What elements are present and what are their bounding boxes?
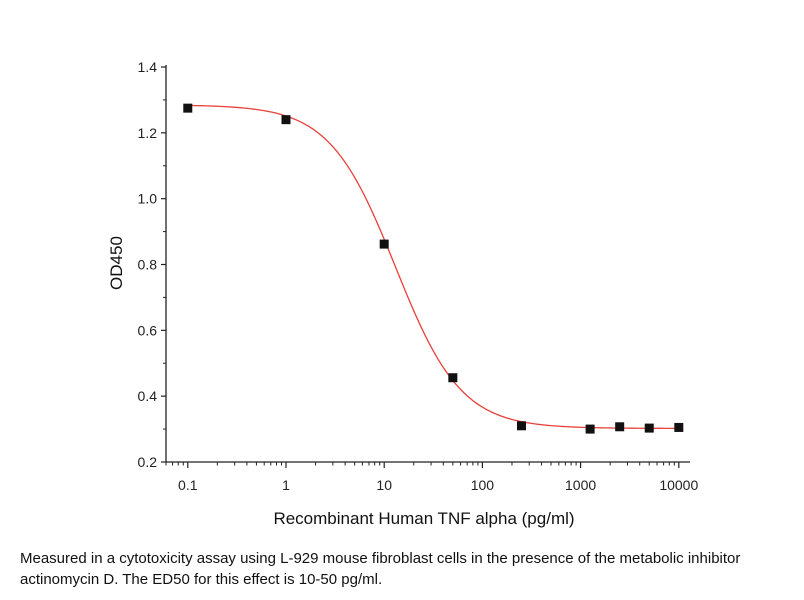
- fit-curve: [187, 104, 679, 430]
- y-tick-label: 1.4: [138, 59, 158, 75]
- data-point: [183, 103, 193, 113]
- y-tick-label: 0.6: [138, 322, 158, 338]
- data-point: [615, 422, 625, 432]
- x-axis-title: Recombinant Human TNF alpha (pg/ml): [273, 509, 574, 528]
- data-point: [281, 115, 291, 125]
- dose-response-chart: 0.20.40.60.81.01.21.40.1 1 10 100 1000 10000 …: [107, 59, 699, 528]
- figure-caption: Measured in a cytotoxicity assay using L…: [20, 550, 741, 588]
- x-tick-label: 0.1: [178, 477, 198, 493]
- x-tick-label: 1000: [565, 477, 596, 493]
- data-point: [644, 423, 654, 433]
- y-tick-label: 1.2: [138, 125, 158, 141]
- fit-curve-group: [187, 104, 679, 430]
- data-point: [674, 422, 684, 432]
- data-points: [183, 103, 684, 434]
- y-tick-label: 1.0: [138, 191, 158, 207]
- data-point: [448, 373, 458, 383]
- data-point: [516, 421, 526, 431]
- axes: 0.2 0.4 0.6 0.8 1.0 1.2 1.4 0.1 1 10 100 1000 10000: [138, 59, 699, 493]
- y-tick-label: 0.4: [138, 388, 158, 404]
- y-tick-label: 0.2: [138, 454, 158, 470]
- x-tick-label: 1: [282, 477, 290, 493]
- x-tick-label: 100: [471, 477, 495, 493]
- data-point: [379, 239, 389, 249]
- y-tick-label: 0.8: [138, 257, 158, 273]
- y-axis-title: OD450: [107, 236, 126, 290]
- data-point: [585, 424, 595, 434]
- x-tick-label: 10: [376, 477, 392, 493]
- x-tick-label: 10000: [659, 477, 698, 493]
